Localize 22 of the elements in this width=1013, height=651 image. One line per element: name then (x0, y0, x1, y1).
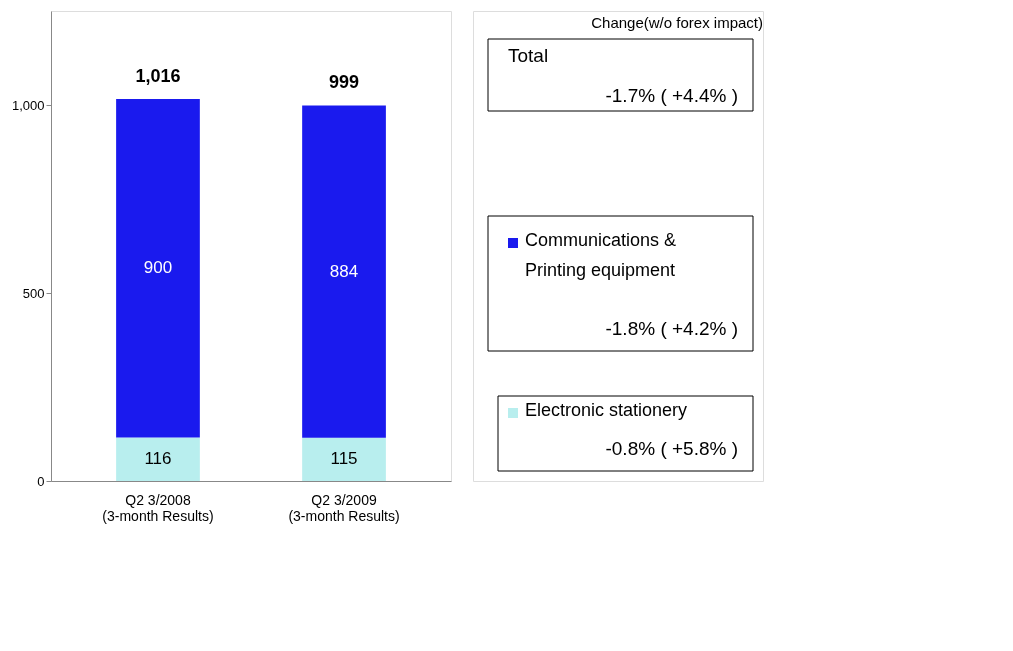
total-label: 999 (329, 72, 360, 93)
y-tick-label: 0 (37, 473, 45, 489)
legend-label: Electronic stationery (525, 400, 688, 420)
bar (302, 437, 386, 481)
data-label: 116 (144, 449, 172, 469)
text: -1.8% ( +4.2% ) (605, 318, 738, 339)
bar (116, 437, 200, 481)
text: -1.7% ( +4.4% ) (605, 85, 738, 106)
text: Total (508, 45, 549, 66)
bar (116, 98, 200, 438)
legend-label: Communications & Printing equipment (525, 230, 677, 280)
total-label: 1,016 (135, 65, 181, 86)
x-tick-label: Q2 3/2008 (3-month Results) (102, 491, 214, 524)
x-tick-label: Q2 3/2009 (3-month Results) (288, 491, 400, 524)
data-label: 900 (143, 258, 173, 278)
text: -0.8% ( +5.8% ) (605, 438, 738, 459)
y-tick-label: 500 (22, 285, 45, 301)
text: Change(w/o forex impact) (591, 14, 763, 31)
data-label: 115 (330, 449, 358, 469)
y-tick-label: 1,000 (11, 97, 45, 113)
data-label: 884 (329, 261, 359, 281)
bar (302, 105, 386, 438)
